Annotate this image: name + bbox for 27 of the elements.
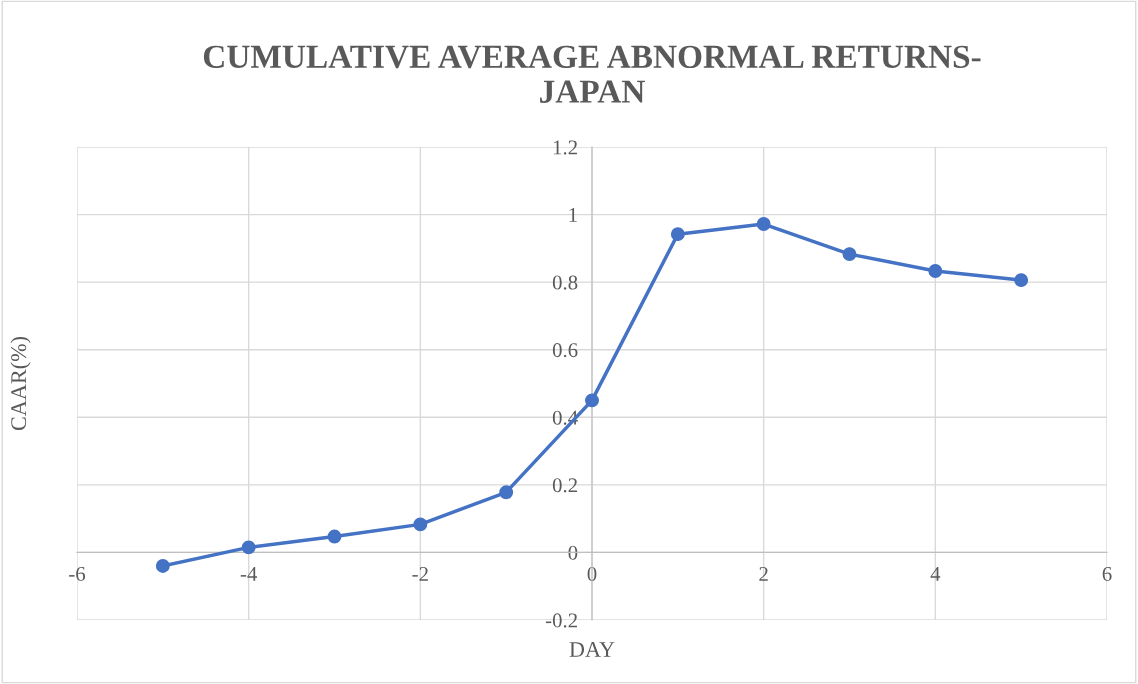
x-tick-label: 4 xyxy=(930,567,941,581)
point xyxy=(1014,273,1029,288)
y-tick-label: 0.8 xyxy=(552,275,578,290)
point xyxy=(155,558,170,573)
y-axis-title: CAAR(%) xyxy=(10,336,31,431)
y-tick-label: 1.2 xyxy=(553,140,577,155)
x-tick-label: 6 xyxy=(1102,566,1112,581)
chart-title: CUMULATIVE AVERAGE ABNORMAL RETURNS- JAPAN xyxy=(203,45,981,103)
point xyxy=(928,264,943,278)
y-tick-label: 0.2 xyxy=(552,478,577,493)
x-tick-label: -6 xyxy=(69,566,86,581)
x-tick-label: 2 xyxy=(759,566,768,581)
point xyxy=(499,485,514,500)
y-tick-label: -0.2 xyxy=(545,613,577,628)
y-tick-label: 0.6 xyxy=(552,343,578,358)
x-tick-label: -4 xyxy=(240,567,258,581)
point xyxy=(241,540,256,555)
x-tick-label: 0 xyxy=(587,566,597,581)
x-axis-title: DAY xyxy=(569,642,615,657)
point xyxy=(670,227,685,242)
x-tick-label: -2 xyxy=(412,566,428,581)
point xyxy=(756,217,771,231)
y-tick-label: 1 xyxy=(569,208,577,222)
point xyxy=(842,247,857,262)
point xyxy=(413,517,428,532)
point xyxy=(327,529,342,544)
point xyxy=(585,393,599,408)
